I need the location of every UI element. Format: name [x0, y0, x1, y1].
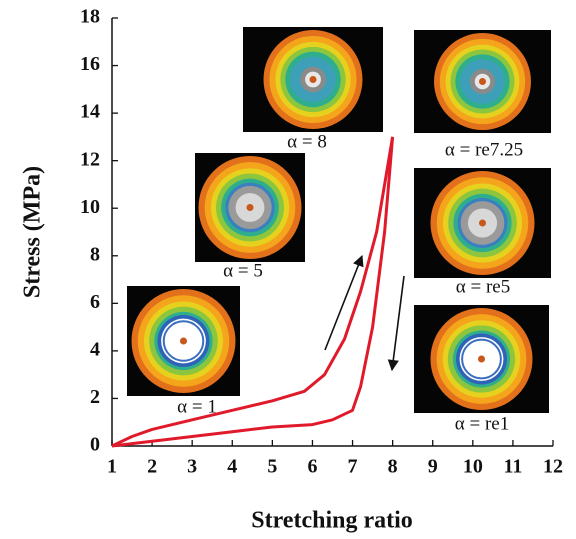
inset-center: [180, 338, 187, 345]
x-tick-label: 6: [307, 456, 317, 478]
y-tick-label: 18: [80, 6, 100, 28]
x-axis-label: Stretching ratio: [251, 508, 413, 534]
inset-center: [479, 78, 486, 85]
x-tick-label: 5: [267, 456, 277, 478]
inset-image: [414, 30, 551, 133]
inset-center: [478, 356, 485, 363]
unloading-arrow: [392, 276, 404, 370]
inset-center: [479, 220, 486, 227]
y-tick-label: 4: [90, 338, 100, 360]
y-tick-label: 12: [80, 148, 100, 170]
inset-image: [414, 305, 549, 413]
y-tick-label: 14: [80, 101, 100, 123]
inset-center: [310, 76, 317, 83]
inset-label: α = re1: [455, 413, 509, 434]
inset-label: α = re7.25: [445, 139, 523, 160]
x-tick-label: 9: [428, 456, 438, 478]
x-tick-label: 1: [107, 456, 117, 478]
chart: Stretching ratio Stress (MPa) α = 1α = 5…: [0, 0, 576, 539]
x-tick-label: 10: [463, 456, 483, 478]
y-tick-label: 6: [90, 291, 100, 313]
inset-label: α = re5: [456, 276, 510, 297]
inset-image: [414, 168, 551, 278]
x-tick-label: 8: [388, 456, 398, 478]
inset-center: [247, 204, 254, 211]
x-tick-label: 12: [543, 456, 563, 478]
inset-image: [195, 153, 305, 262]
inset-label: α = 8: [287, 131, 327, 152]
x-tick-label: 7: [348, 456, 358, 478]
y-tick-label: 2: [90, 386, 100, 408]
x-tick-label: 2: [147, 456, 157, 478]
inset-image: [243, 27, 383, 132]
x-tick-label: 4: [227, 456, 237, 478]
x-tick-label: 11: [503, 456, 522, 478]
inset-image: [127, 286, 240, 396]
y-tick-label: 16: [80, 53, 100, 75]
y-tick-label: 0: [90, 434, 100, 456]
y-axis-label: Stress (MPa): [20, 166, 46, 298]
y-tick-label: 8: [90, 243, 100, 265]
y-tick-label: 10: [80, 196, 100, 218]
x-tick-label: 3: [187, 456, 197, 478]
inset-label: α = 5: [223, 260, 263, 281]
